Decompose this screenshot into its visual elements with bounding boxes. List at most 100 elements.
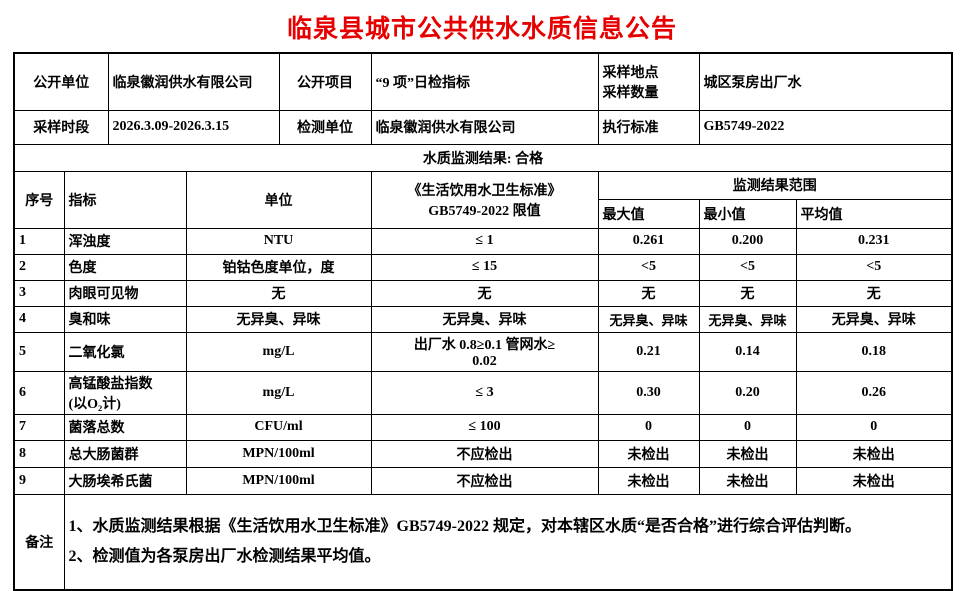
header-min: 最小值 <box>698 198 797 229</box>
row-min: 无 <box>698 279 797 307</box>
row-no: 8 <box>13 439 65 468</box>
row-indicator: 总大肠菌群 <box>63 439 187 468</box>
test-unit-label: 检测单位 <box>278 109 372 145</box>
row-unit: mg/L <box>185 370 372 415</box>
table-row: 7 菌落总数 CFU/ml ≤ 100 0 0 0 <box>13 413 953 441</box>
row-unit: MPN/100ml <box>185 439 372 468</box>
row-limit: ≤ 100 <box>370 413 599 441</box>
open-project-value: “9 项”日检指标 <box>370 52 599 111</box>
row-avg: 0 <box>795 413 953 441</box>
row-avg: 0.18 <box>795 331 953 372</box>
row-max: 未检出 <box>597 466 700 495</box>
row-unit: 铂钴色度单位，度 <box>185 253 372 281</box>
note-line-2: 2、检测值为各泵房出厂水检测结果平均值。 <box>68 547 381 565</box>
row-no: 9 <box>13 466 65 495</box>
row-max: 0.30 <box>597 370 700 415</box>
row-max: 无异臭、异味 <box>597 305 700 333</box>
row-min: 未检出 <box>698 439 797 468</box>
header-avg: 平均值 <box>795 198 953 229</box>
row-no: 4 <box>13 305 65 333</box>
header-max: 最大值 <box>597 198 700 229</box>
result-banner-row: 水质监测结果: 合格 <box>13 143 953 172</box>
table-row: 4 臭和味 无异臭、异味 无异臭、异味 无异臭、异味 无异臭、异味 无异臭、异味 <box>13 305 953 333</box>
row-limit: ≤ 1 <box>370 227 599 255</box>
open-project-label: 公开项目 <box>278 52 372 111</box>
row-no: 1 <box>13 227 65 255</box>
header-limit: 《生活饮用水卫生标准》 GB5749-2022 限值 <box>370 170 599 229</box>
table-row: 1 浑浊度 NTU ≤ 1 0.261 0.200 0.231 <box>13 227 953 255</box>
row-indicator: 菌落总数 <box>63 413 187 441</box>
row-min: 未检出 <box>698 466 797 495</box>
row-min: 0.200 <box>698 227 797 255</box>
row-limit: 无异臭、异味 <box>370 305 599 333</box>
table-row: 9 大肠埃希氏菌 MPN/100ml 不应检出 未检出 未检出 未检出 <box>13 466 953 495</box>
row-limit: 不应检出 <box>370 466 599 495</box>
row-min: <5 <box>698 253 797 281</box>
header-unit: 单位 <box>185 170 372 229</box>
row-limit: 无 <box>370 279 599 307</box>
header-range: 监测结果范围 <box>597 170 953 200</box>
row-avg: <5 <box>795 253 953 281</box>
info-row-1: 公开单位 临泉徽润供水有限公司 公开项目 “9 项”日检指标 采样地点 采样数量… <box>13 52 953 111</box>
row-indicator: 色度 <box>63 253 187 281</box>
row-min: 无异臭、异味 <box>698 305 797 333</box>
row-no: 7 <box>13 413 65 441</box>
note-line-1: 1、水质监测结果根据《生活饮用水卫生标准》GB5749-2022 规定，对本辖区… <box>68 518 861 536</box>
row-avg: 0.231 <box>795 227 953 255</box>
row-unit: mg/L <box>185 331 372 372</box>
row-max: 0 <box>597 413 700 441</box>
page-title: 临泉县城市公共供水水质信息公告 <box>286 15 677 43</box>
row-indicator: 肉眼可见物 <box>63 279 187 307</box>
header-no: 序号 <box>13 170 65 229</box>
row-limit: ≤ 15 <box>370 253 599 281</box>
row-indicator: 二氧化氯 <box>63 331 187 372</box>
row-unit: NTU <box>185 227 372 255</box>
row-avg: 未检出 <box>795 466 953 495</box>
result-banner: 水质监测结果: 合格 <box>13 143 953 172</box>
row-max: 未检出 <box>597 439 700 468</box>
sample-site-value: 城区泵房出厂水 <box>698 52 953 111</box>
header-row-2: 最大值 最小值 平均值 <box>14 198 953 229</box>
table-row: 6 高锰酸盐指数 (以O₂计) mg/L ≤ 3 0.30 0.20 0.26 <box>13 370 953 415</box>
row-unit: MPN/100ml <box>185 466 372 495</box>
sample-period-value: 2026.3.09-2026.3.15 <box>107 109 280 145</box>
row-no: 2 <box>13 253 65 281</box>
row-indicator: 高锰酸盐指数 (以O₂计) <box>63 370 187 415</box>
open-unit-value: 临泉徽润供水有限公司 <box>107 52 280 111</box>
notes-label: 备注 <box>13 493 65 591</box>
table-row: 8 总大肠菌群 MPN/100ml 不应检出 未检出 未检出 未检出 <box>13 439 953 468</box>
row-avg: 无异臭、异味 <box>795 305 953 333</box>
table-row: 3 肉眼可见物 无 无 无 无 无 <box>13 279 953 307</box>
notes-content: 1、水质监测结果根据《生活饮用水卫生标准》GB5749-2022 规定，对本辖区… <box>63 493 953 591</box>
row-max: <5 <box>597 253 700 281</box>
row-avg: 0.26 <box>795 370 953 415</box>
row-limit: ≤ 3 <box>370 370 599 415</box>
header-row-1: 序号 指标 单位 《生活饮用水卫生标准》 GB5749-2022 限值 监测结果… <box>13 170 953 229</box>
row-min: 0 <box>698 413 797 441</box>
row-no: 5 <box>13 331 65 372</box>
standard-value: GB5749-2022 <box>698 109 953 145</box>
water-quality-table: 公开单位 临泉徽润供水有限公司 公开项目 “9 项”日检指标 采样地点 采样数量… <box>13 52 953 591</box>
standard-label: 执行标准 <box>597 109 700 145</box>
row-max: 0.261 <box>597 227 700 255</box>
notes-row: 备注 1、水质监测结果根据《生活饮用水卫生标准》GB5749-2022 规定，对… <box>13 493 953 591</box>
row-unit: 无 <box>185 279 372 307</box>
row-unit: 无异臭、异味 <box>185 305 372 333</box>
row-max: 0.21 <box>597 331 700 372</box>
test-unit-value: 临泉徽润供水有限公司 <box>370 109 599 145</box>
row-unit: CFU/ml <box>185 413 372 441</box>
info-row-2: 采样时段 2026.3.09-2026.3.15 检测单位 临泉徽润供水有限公司… <box>13 109 953 145</box>
row-no: 3 <box>13 279 65 307</box>
header-indicator: 指标 <box>63 170 187 229</box>
open-unit-label: 公开单位 <box>13 52 109 111</box>
sample-site-label: 采样地点 采样数量 <box>597 52 700 111</box>
row-min: 0.14 <box>698 331 797 372</box>
sample-period-label: 采样时段 <box>13 109 109 145</box>
row-avg: 无 <box>795 279 953 307</box>
row-indicator: 臭和味 <box>63 305 187 333</box>
row-limit: 不应检出 <box>370 439 599 468</box>
row-limit: 出厂水 0.8≥0.1 管网水≥ 0.02 <box>370 331 599 372</box>
row-indicator: 大肠埃希氏菌 <box>63 466 187 495</box>
row-avg: 未检出 <box>795 439 953 468</box>
